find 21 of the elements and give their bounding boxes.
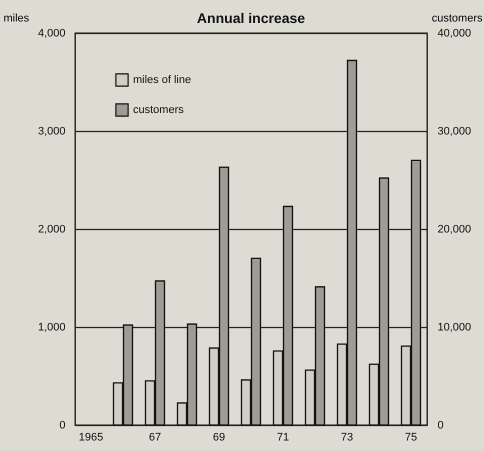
y2-tick-label: 10,000 bbox=[438, 322, 472, 334]
y2-tick-label: 40,000 bbox=[438, 28, 472, 40]
y-tick-label: 4,000 bbox=[38, 28, 66, 40]
y-tick-label: 0 bbox=[59, 420, 66, 432]
y2-tick-label: 20,000 bbox=[438, 224, 472, 236]
x-tick-label: 75 bbox=[404, 432, 418, 444]
legend-label: customers bbox=[133, 104, 184, 116]
y2-axis-title: customers bbox=[432, 12, 483, 24]
chart-title: Annual increase bbox=[196, 10, 306, 26]
y-tick-label: 3,000 bbox=[38, 126, 66, 138]
x-tick-label: 1965 bbox=[78, 432, 104, 444]
y2-tick-label: 0 bbox=[438, 420, 444, 432]
x-tick-label: 67 bbox=[148, 432, 162, 444]
x-tick-label: 71 bbox=[276, 432, 290, 444]
legend-label: miles of line bbox=[133, 74, 192, 86]
y-tick-label: 1,000 bbox=[38, 322, 66, 334]
x-tick-label: 73 bbox=[340, 432, 354, 444]
y-tick-label: 2,000 bbox=[38, 224, 66, 236]
y-axis-title: miles bbox=[4, 12, 30, 24]
x-tick-label: 69 bbox=[212, 432, 226, 444]
y2-tick-label: 30,000 bbox=[438, 126, 472, 138]
